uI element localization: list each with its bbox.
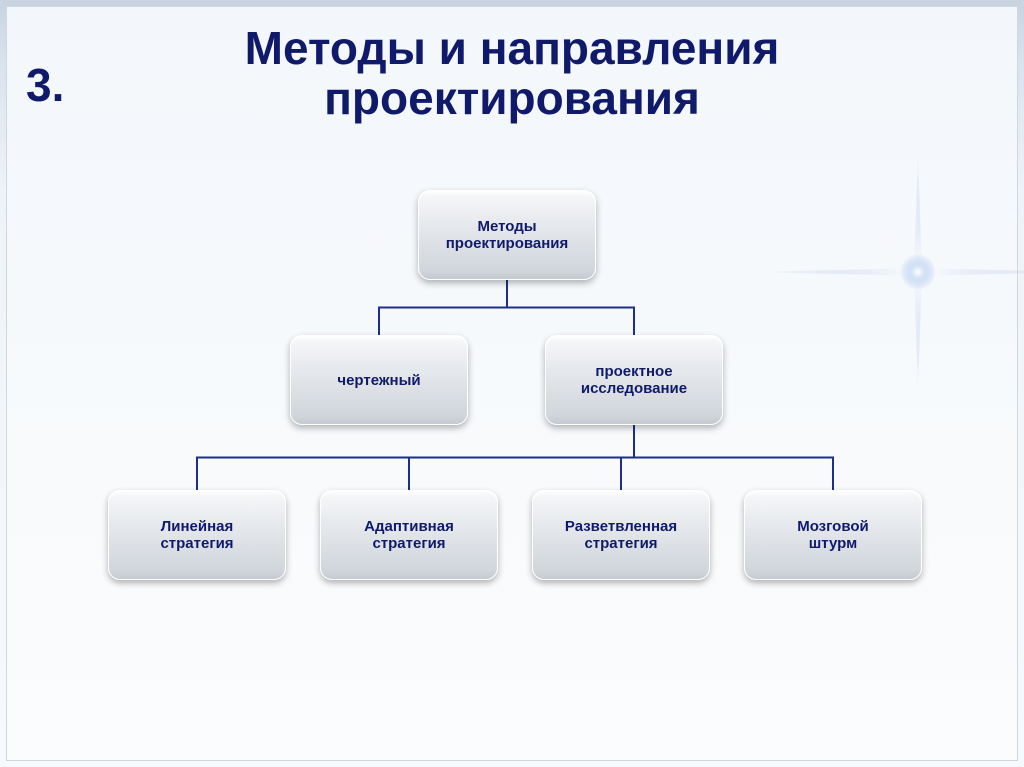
node-l2b: проектное исследование [545, 335, 723, 425]
node-root: Методы проектирования [418, 190, 596, 280]
node-l3a: Линейная стратегия [108, 490, 286, 580]
node-l3b: Адаптивная стратегия [320, 490, 498, 580]
node-l3c: Разветвленная стратегия [532, 490, 710, 580]
slide-title: Методы и направления проектирования [0, 24, 1024, 123]
node-l3d: Мозговой штурм [744, 490, 922, 580]
node-l2a: чертежный [290, 335, 468, 425]
hierarchy-diagram: Методы проектирования чертежный проектное … [0, 190, 1024, 710]
